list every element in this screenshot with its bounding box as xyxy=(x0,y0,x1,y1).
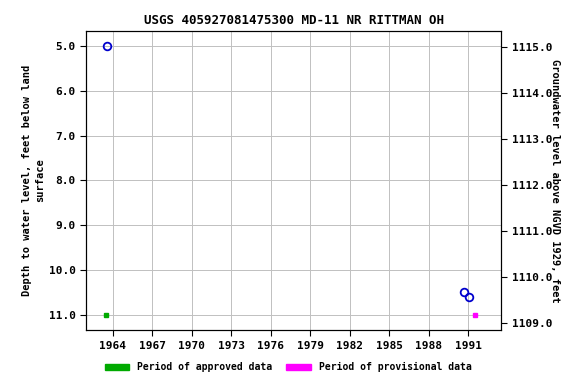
Y-axis label: Groundwater level above NGVD 1929, feet: Groundwater level above NGVD 1929, feet xyxy=(551,59,560,302)
Title: USGS 405927081475300 MD-11 NR RITTMAN OH: USGS 405927081475300 MD-11 NR RITTMAN OH xyxy=(144,14,444,27)
Legend: Period of approved data, Period of provisional data: Period of approved data, Period of provi… xyxy=(102,359,474,375)
Y-axis label: Depth to water level, feet below land
surface: Depth to water level, feet below land su… xyxy=(22,65,45,296)
